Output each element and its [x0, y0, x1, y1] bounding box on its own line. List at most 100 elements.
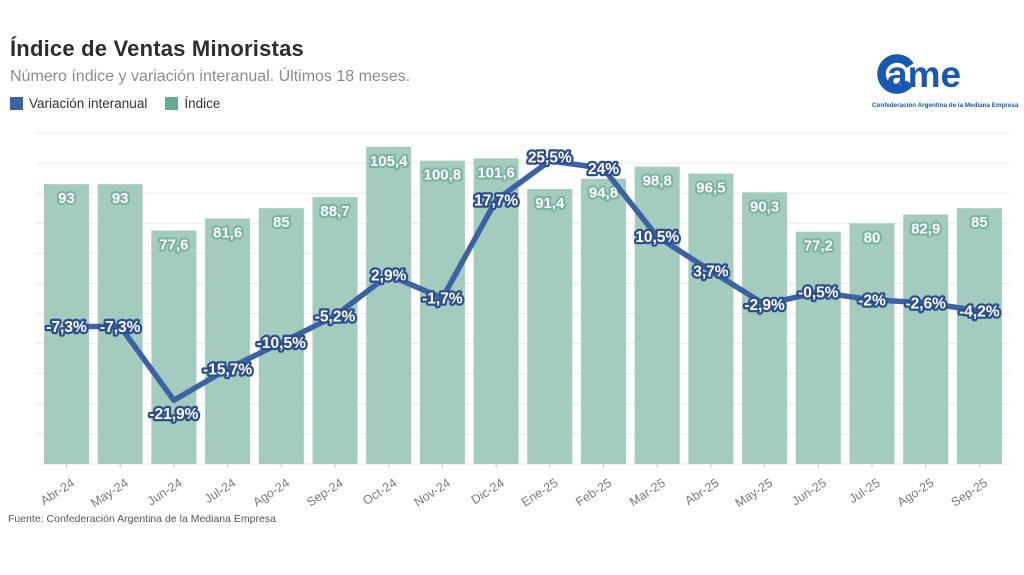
- line-value-label: -1,7%: [422, 291, 463, 308]
- line-value-label: -7,3%: [100, 319, 141, 336]
- line-value-label: 2,9%: [371, 268, 407, 285]
- x-axis-label: Jul-24: [202, 476, 238, 506]
- legend-label-variacion: Variación interanual: [29, 96, 148, 111]
- chart-legend: Variación interanual Índice: [10, 96, 410, 111]
- index-bar: [795, 231, 841, 464]
- bar-value-label: 77,2: [804, 238, 833, 255]
- bar-value-label: 101,6: [477, 164, 515, 181]
- bar-value-label: 81,6: [213, 225, 242, 242]
- line-value-label: -2%: [858, 292, 886, 309]
- line-value-label: 24%: [588, 161, 619, 178]
- bar-value-label: 85: [273, 214, 290, 231]
- line-value-label: -10,5%: [257, 335, 306, 352]
- chart-header: Índice de Ventas Minoristas Número índic…: [10, 36, 410, 111]
- bar-value-label: 90,3: [750, 198, 779, 215]
- x-axis-label: Mar-25: [627, 476, 668, 509]
- bar-value-label: 93: [58, 190, 75, 207]
- bar-value-label: 94,8: [589, 185, 618, 202]
- x-axis-label: May-25: [733, 476, 776, 510]
- came-logo-mark-icon: ame: [877, 54, 961, 95]
- logo-tagline: Confederación Argentina de la Mediana Em…: [872, 102, 1019, 109]
- bar-value-label: 94,8: [589, 185, 618, 202]
- line-value-label: -4,2%: [959, 303, 1000, 320]
- line-value-label: -4,2%: [959, 303, 1000, 320]
- x-axis-label: Jun-24: [145, 476, 185, 509]
- line-value-label: -5,2%: [315, 308, 356, 325]
- bar-value-label: 93: [112, 190, 129, 207]
- bar-value-label: 88,7: [320, 203, 349, 220]
- bar-value-label: 93: [112, 190, 129, 207]
- x-axis-label: Abr-25: [682, 476, 721, 508]
- legend-swatch-indice-icon: [165, 97, 179, 110]
- line-value-label: -2%: [858, 292, 886, 309]
- line-value-label: -2,6%: [905, 295, 946, 312]
- bar-value-label: 77,6: [159, 237, 188, 254]
- bar-value-label: 105,4: [370, 153, 408, 170]
- bar-value-label: 80: [864, 229, 881, 246]
- source-note: Fuente: Confederación Argentina de la Me…: [8, 513, 276, 525]
- line-value-label: 2,9%: [371, 268, 407, 285]
- line-value-label: -10,5%: [257, 335, 306, 352]
- line-value-label: 24%: [588, 161, 619, 178]
- line-value-label: -15,7%: [203, 362, 252, 379]
- line-value-label: 25,5%: [528, 149, 572, 166]
- x-axis-label: Ago-25: [895, 476, 936, 510]
- index-bar: [581, 178, 626, 464]
- bar-value-label: 85: [971, 214, 988, 231]
- bar-value-label: 96,5: [696, 180, 725, 197]
- line-value-label: -7,3%: [46, 319, 87, 336]
- line-value-label: -2,9%: [744, 297, 785, 314]
- bar-value-label: 101,6: [477, 164, 515, 181]
- page-title: Índice de Ventas Minoristas: [10, 36, 304, 61]
- line-value-label: 25,5%: [528, 149, 572, 166]
- logo-c-ring-icon: [877, 54, 917, 94]
- index-bar: [473, 158, 519, 465]
- bar-value-label: 100,8: [424, 167, 462, 184]
- x-axis-label: Ago-24: [251, 476, 292, 510]
- index-bar: [634, 166, 680, 464]
- logo-wordmark-text: ame: [887, 54, 961, 95]
- x-axis-label: May-24: [88, 476, 131, 510]
- legend-item-variacion: Variación interanual: [10, 96, 147, 111]
- bar-value-label: 98,8: [643, 173, 672, 190]
- x-axis-label: Sep-24: [304, 476, 345, 510]
- line-value-label: -1,7%: [422, 291, 463, 308]
- line-value-label: 17,7%: [474, 193, 518, 210]
- index-bar: [527, 189, 573, 464]
- line-value-label: 10,5%: [635, 229, 679, 246]
- variation-line: [63, 158, 983, 404]
- bar-value-label: 85: [273, 214, 290, 231]
- chart-subtitle: Número índice y variación interanual. Úl…: [10, 68, 411, 85]
- line-value-label: -21,9%: [149, 406, 198, 423]
- x-axis-label: Nov-24: [412, 476, 453, 510]
- index-bar: [312, 197, 358, 464]
- bar-value-label: 82,9: [911, 221, 940, 238]
- index-bar: [742, 192, 788, 465]
- line-value-label: -7,3%: [46, 319, 87, 336]
- bar-value-label: 96,5: [696, 180, 725, 197]
- index-bar: [956, 208, 1002, 464]
- x-axis-label: Sep-25: [949, 476, 990, 510]
- bar-value-label: 77,6: [159, 237, 188, 254]
- bar-value-label: 88,7: [320, 203, 349, 220]
- bar-value-label: 85: [971, 214, 988, 231]
- line-value-label: 3,7%: [693, 264, 729, 281]
- index-bar: [419, 160, 465, 464]
- bar-value-label: 93: [58, 190, 75, 207]
- index-bar: [849, 223, 895, 464]
- came-logo: ame Confederación Argentina de la Median…: [872, 48, 1019, 109]
- line-value-label: -5,2%: [315, 308, 356, 325]
- bar-value-label: 81,6: [213, 225, 242, 242]
- index-bar: [205, 218, 251, 464]
- x-axis-label: Ene-25: [519, 476, 560, 510]
- line-value-label: 17,7%: [474, 193, 518, 210]
- line-value-label: -15,7%: [203, 362, 252, 379]
- legend-label-indice: Índice: [184, 96, 221, 111]
- legend-item-indice: Índice: [165, 96, 220, 111]
- x-axis-label: Jul-25: [846, 476, 882, 506]
- bar-value-label: 91,4: [535, 195, 565, 212]
- line-value-label: 10,5%: [635, 229, 679, 246]
- bar-value-label: 90,3: [750, 198, 779, 215]
